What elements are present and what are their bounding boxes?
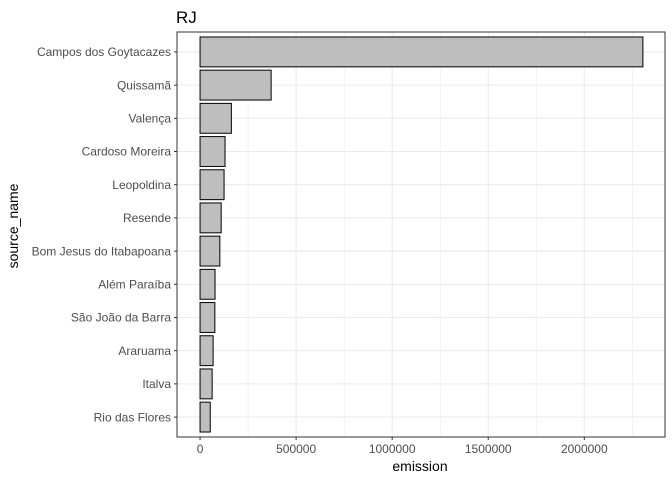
chart-title: RJ xyxy=(176,8,197,27)
bar xyxy=(199,169,225,201)
x-tick-label: 1000000 xyxy=(369,442,416,456)
y-tick-label: Valença xyxy=(129,112,172,126)
x-tick-label: 0 xyxy=(197,442,204,456)
y-tick-label: Quissamã xyxy=(117,78,171,92)
bar xyxy=(199,102,232,134)
bar xyxy=(199,302,216,333)
y-tick-label: São João da Barra xyxy=(71,311,171,325)
bar xyxy=(199,36,644,68)
y-tick-label: Leopoldina xyxy=(112,178,171,192)
y-tick-label: Campos dos Goytacazes xyxy=(37,45,171,59)
y-tick-label: Além Paraíba xyxy=(98,277,171,291)
x-tick-label: 1500000 xyxy=(465,442,512,456)
x-axis-title: emission xyxy=(392,458,447,474)
y-tick-label: Italva xyxy=(142,377,171,391)
bar xyxy=(199,368,213,400)
bar xyxy=(199,69,272,101)
x-tick-label: 2000000 xyxy=(561,442,608,456)
y-axis-title: source_name xyxy=(5,183,21,268)
y-tick-label: Rio das Flores xyxy=(94,410,171,424)
bar xyxy=(199,268,216,300)
y-tick-label: Bom Jesus do Itabapoana xyxy=(32,244,172,258)
x-axis-ticks: 0 500000 1000000 1500000 2000000 xyxy=(197,437,608,456)
y-axis-ticks: Campos dos Goytacazes Quissamã Valença Card… xyxy=(32,45,177,424)
bar xyxy=(199,401,211,433)
bar xyxy=(199,235,221,267)
x-tick-label: 500000 xyxy=(276,442,316,456)
y-tick-label: Araruama xyxy=(118,344,171,358)
panel-border xyxy=(176,31,666,438)
y-tick-label: Cardoso Moreira xyxy=(82,145,172,159)
bars xyxy=(199,36,644,433)
y-tick-label: Resende xyxy=(123,211,171,225)
bar xyxy=(199,202,222,234)
bar xyxy=(199,335,214,367)
bar xyxy=(199,136,226,167)
